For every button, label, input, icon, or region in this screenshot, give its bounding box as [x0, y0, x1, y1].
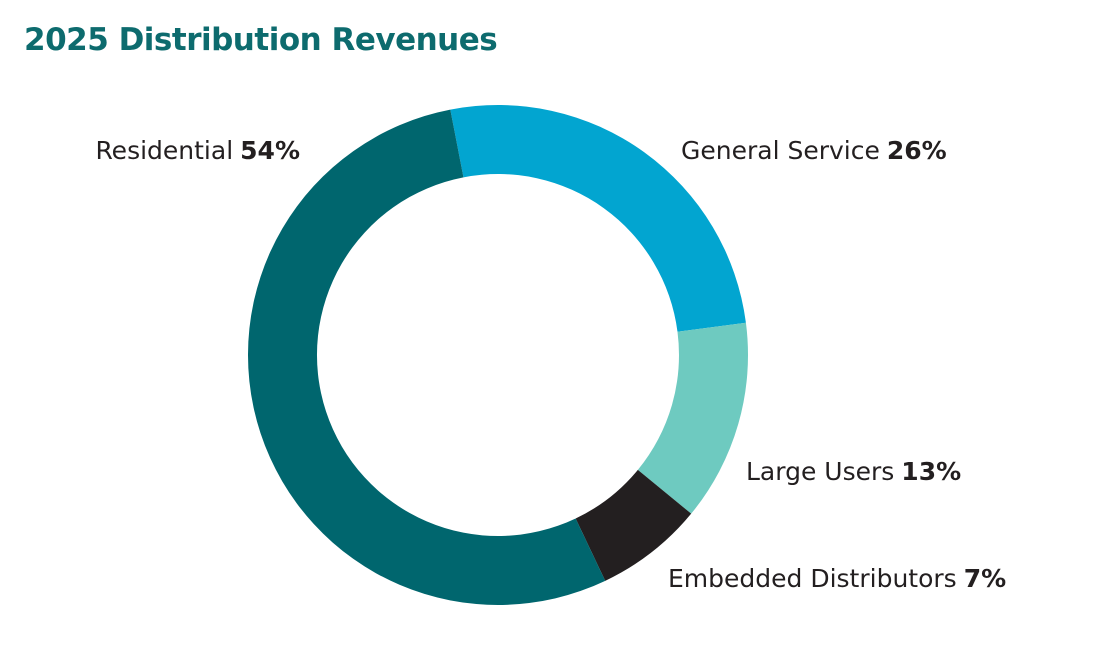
label-general-service: General Service 26% [681, 136, 947, 166]
slice-residential [247, 109, 606, 605]
donut-slices [247, 104, 749, 605]
label-embedded-distributors-name: Embedded Distributors [668, 564, 957, 593]
chart-title: 2025 Distribution Revenues [24, 22, 498, 58]
slice-embedded-distributors [575, 469, 692, 581]
label-embedded-distributors: Embedded Distributors 7% [668, 564, 1006, 594]
label-large-users-name: Large Users [746, 457, 895, 486]
label-embedded-distributors-percent: 7% [963, 564, 1007, 593]
label-large-users-percent: 13% [901, 457, 962, 486]
label-residential: Residential 54% [95, 136, 300, 166]
label-large-users: Large Users 13% [746, 457, 961, 487]
label-general-service-percent: 26% [886, 136, 947, 165]
label-residential-name: Residential [95, 136, 234, 165]
label-residential-percent: 54% [240, 136, 300, 165]
slice-general-service [450, 104, 746, 332]
label-general-service-name: General Service [681, 136, 880, 165]
slice-large-users [637, 322, 749, 514]
